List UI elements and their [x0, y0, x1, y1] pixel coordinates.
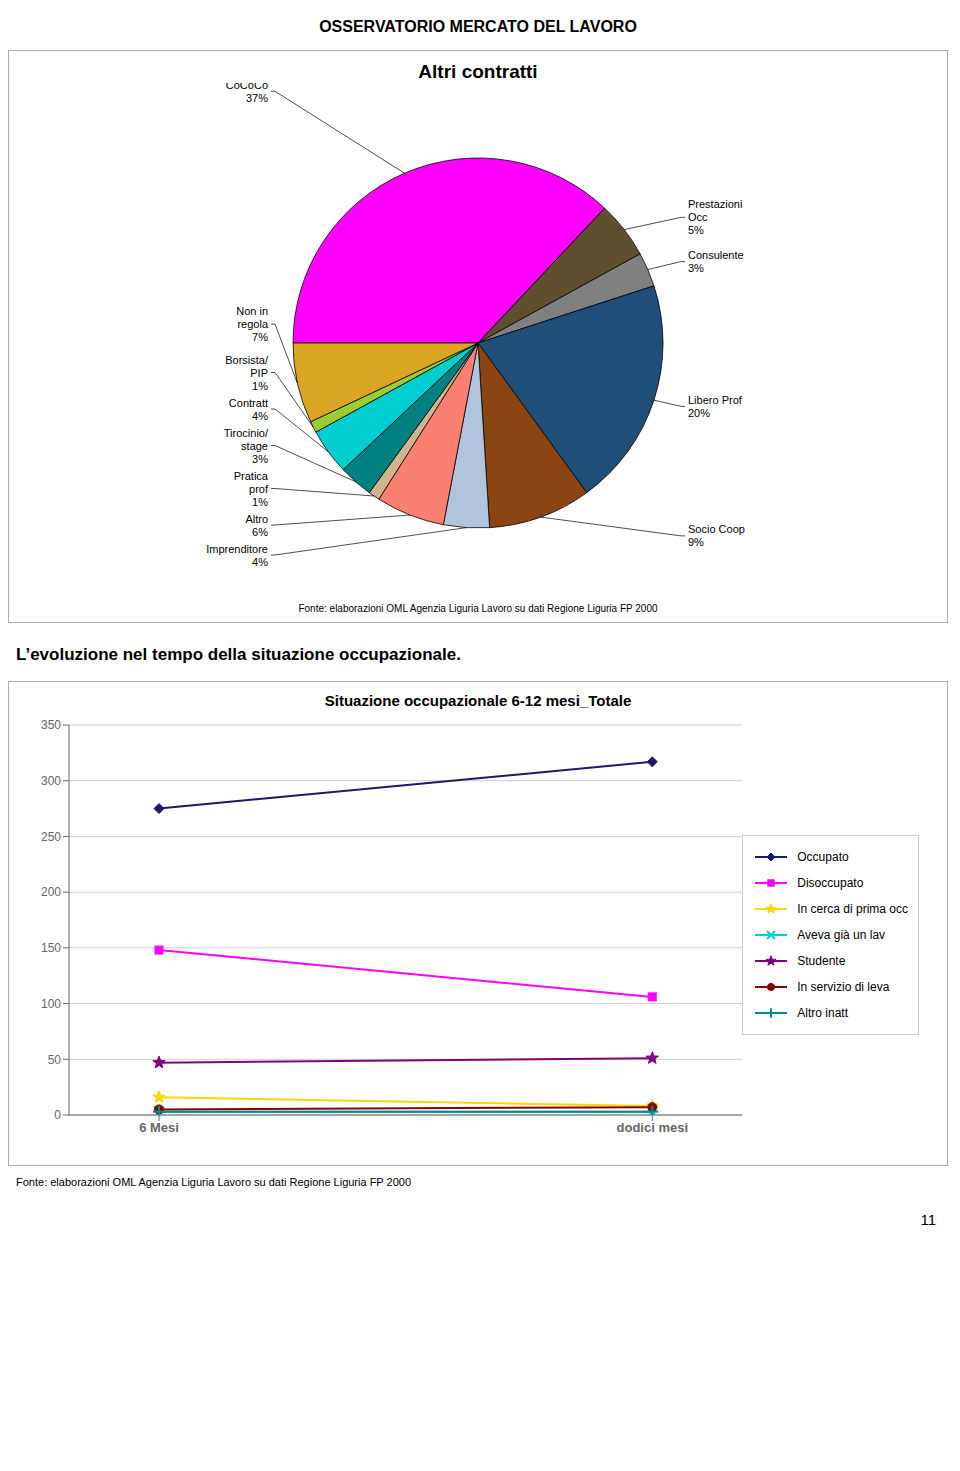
html-text:Fonte: elaborazioni OML Agenzi: Fonte: elaborazioni OML Agenzia Liguria …	[16, 1176, 411, 1188]
svg-text:200: 200	[41, 885, 61, 899]
svg-text:PrestazioniOcc5%: PrestazioniOcc5%	[688, 198, 742, 236]
html-text:L’evoluzione nel tempo della s: L’evoluzione nel tempo della situazione …	[16, 645, 461, 664]
svg-text:Consulente3%: Consulente3%	[688, 249, 744, 274]
svg-text:6 Mesi: 6 Mesi	[139, 1120, 179, 1135]
svg-text:Tirocinio/stage3%: Tirocinio/stage3%	[224, 427, 269, 465]
svg-text:Altro6%: Altro6%	[245, 513, 268, 538]
html-text:Occupato: Occupato	[797, 850, 849, 864]
html-text:OSSERVATORIO MERCATO DEL LAVOR: OSSERVATORIO MERCATO DEL LAVORO	[319, 18, 637, 35]
html-text:In cerca di prima occ: In cerca di prima occ	[797, 902, 908, 916]
html-text:Aveva già un lav: Aveva già un lav	[797, 928, 886, 942]
svg-text:Borsista/PIP1%: Borsista/PIP1%	[225, 354, 269, 392]
svg-text:150: 150	[41, 941, 61, 955]
html-text:In servizio di leva: In servizio di leva	[797, 980, 890, 994]
html-text:Studente: Studente	[797, 954, 846, 968]
svg-text:Praticaprof1%: Praticaprof1%	[234, 470, 269, 508]
svg-text:Non inregola7%: Non inregola7%	[236, 305, 269, 343]
svg-text:Libero Prof20%: Libero Prof20%	[688, 394, 743, 419]
svg-text:50: 50	[48, 1053, 62, 1067]
svg-text:Socio Coop9%: Socio Coop9%	[688, 523, 745, 548]
svg-text:dodici mesi: dodici mesi	[617, 1120, 689, 1135]
svg-text:350: 350	[41, 718, 61, 732]
svg-text:Imprenditore4%: Imprenditore4%	[206, 543, 268, 568]
svg-text:Contratt4%: Contratt4%	[229, 397, 268, 422]
html-text:Altri contratti: Altri contratti	[418, 61, 538, 82]
svg-text:0: 0	[54, 1108, 61, 1122]
html-text:Disoccupato: Disoccupato	[797, 876, 864, 890]
svg-text:CoCoCo37%: CoCoCo37%	[226, 83, 268, 104]
svg-text:250: 250	[41, 830, 61, 844]
html-text:Situazione occupazionale 6-12: Situazione occupazionale 6-12 mesi_Total…	[324, 692, 632, 709]
svg-text:300: 300	[41, 774, 61, 788]
svg-text:100: 100	[41, 997, 61, 1011]
html-text:Fonte: elaborazioni OML Agenzi: Fonte: elaborazioni OML Agenzia Liguria …	[298, 603, 658, 614]
html-text:11: 11	[920, 1211, 936, 1228]
html-text:Altro inatt: Altro inatt	[797, 1006, 848, 1020]
